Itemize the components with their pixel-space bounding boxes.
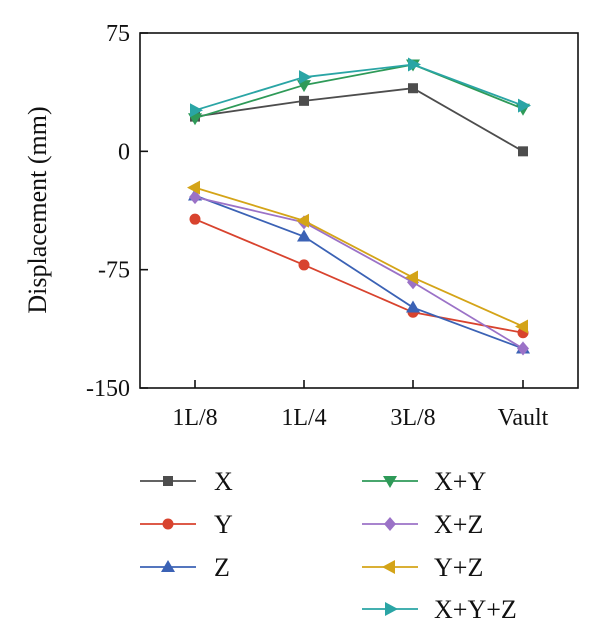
series-line-z xyxy=(194,194,524,350)
legend-label-x-plus-y-plus-z: X+Y+Z xyxy=(434,595,517,624)
plot-area: 75 0 -75 -150 1L/8 1L/4 3L/8 Vault xyxy=(86,21,579,431)
x-tick-label: 3L/8 xyxy=(390,405,435,431)
series-line-y-plus-z xyxy=(194,186,524,328)
data-point-y xyxy=(298,259,310,271)
data-point-x-plus-y-plus-z xyxy=(299,70,312,85)
legend-label-x: X xyxy=(214,467,233,496)
legend-marker-x-plus-y-plus-z xyxy=(385,602,398,616)
series-line-x xyxy=(194,87,524,153)
legend-marker-y xyxy=(162,518,174,530)
data-point-z xyxy=(297,229,311,242)
legend-marker-z xyxy=(161,560,175,572)
legend-marker-y-plus-z xyxy=(382,560,395,574)
legend-label-x-plus-y: X+Y xyxy=(434,467,486,496)
data-point-x xyxy=(408,83,418,94)
series-line-x-plus-y xyxy=(194,63,524,120)
legend-label-y: Y xyxy=(214,510,233,539)
data-point-x-plus-y-plus-z xyxy=(408,57,421,72)
data-point-z xyxy=(406,300,420,313)
legend-label-y-plus-z: Y+Z xyxy=(434,553,483,582)
series-line-x-plus-y-plus-z xyxy=(194,63,524,112)
data-point-x-plus-z xyxy=(189,190,201,205)
series-line-x-plus-z xyxy=(194,196,524,350)
plot-frame xyxy=(139,32,579,389)
legend: XYZ X+Y X+Z Y+Z X+Y+Z xyxy=(140,467,517,624)
data-point-x-plus-y-plus-z xyxy=(518,98,531,113)
y-tick-label: -150 xyxy=(86,376,130,402)
x-tick-label: 1L/4 xyxy=(281,405,326,431)
x-tick-label: 1L/8 xyxy=(172,405,217,431)
legend-marker-x xyxy=(163,476,173,486)
data-point-x xyxy=(299,95,309,106)
legend-label-z: Z xyxy=(214,553,230,582)
data-point-x xyxy=(518,146,528,157)
data-point-x-plus-y-plus-z xyxy=(190,103,203,118)
data-point-y-plus-z xyxy=(515,319,528,334)
y-tick-label: 75 xyxy=(106,21,130,47)
y-tick-label: 0 xyxy=(118,139,130,165)
data-point-x-plus-z xyxy=(517,341,529,356)
x-tick-label: Vault xyxy=(498,405,549,431)
legend-marker-x-plus-y xyxy=(383,476,397,488)
data-point-y-plus-z xyxy=(187,180,200,195)
data-point-y-plus-z xyxy=(296,213,309,228)
y-axis-label: Displacement (mm) xyxy=(23,106,52,313)
y-tick-label: -75 xyxy=(98,258,130,284)
legend-marker-x-plus-z xyxy=(384,517,396,531)
data-point-y-plus-z xyxy=(405,270,418,285)
data-point-y xyxy=(189,213,201,225)
legend-label-x-plus-z: X+Z xyxy=(434,510,483,539)
series-line-y xyxy=(194,218,524,334)
